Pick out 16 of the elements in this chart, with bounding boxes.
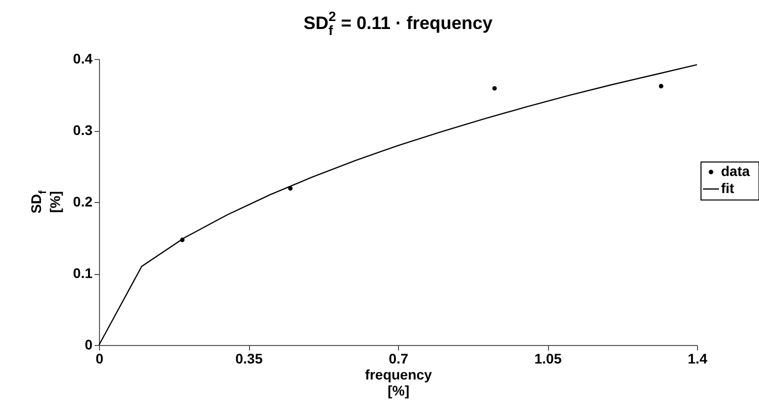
point bbox=[658, 84, 664, 88]
legend-label: data bbox=[721, 163, 750, 179]
legend-label: fit bbox=[721, 180, 735, 196]
y-tick-label: 0.2 bbox=[73, 194, 93, 210]
x-tick-label: 1.05 bbox=[534, 350, 562, 366]
x-axis-title: frequency [%] bbox=[365, 366, 432, 398]
y-tick-label: 0 bbox=[84, 336, 93, 352]
point bbox=[492, 86, 497, 91]
y-axis-title: SDf [%] bbox=[28, 190, 63, 214]
x-tick-label: 0 bbox=[96, 350, 104, 366]
x-tick-label: 0.35 bbox=[235, 350, 263, 366]
y-tick-label: 0.1 bbox=[73, 265, 93, 281]
y-tick-label: 0.3 bbox=[73, 122, 93, 138]
x-tick-label: 0.7 bbox=[388, 350, 408, 366]
y-tick-label: 0.4 bbox=[73, 50, 93, 66]
x-tick-label: 1.4 bbox=[688, 350, 708, 366]
